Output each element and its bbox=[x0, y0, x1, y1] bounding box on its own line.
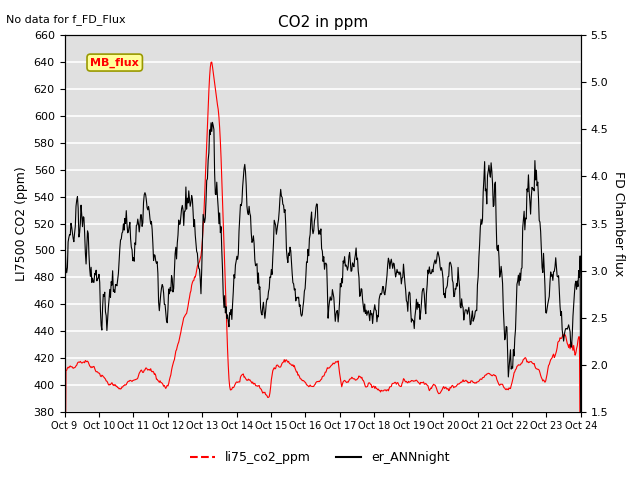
er_ANNnight bbox=[577, 478, 585, 480]
li75_co2_ppm bbox=[401, 378, 409, 384]
li75_co2_ppm bbox=[175, 336, 183, 341]
er_ANNnight bbox=[209, 120, 216, 125]
Legend: li75_co2_ppm, er_ANNnight: li75_co2_ppm, er_ANNnight bbox=[186, 446, 454, 469]
Title: CO2 in ppm: CO2 in ppm bbox=[278, 15, 368, 30]
li75_co2_ppm bbox=[123, 380, 131, 386]
er_ANNnight bbox=[175, 221, 183, 227]
Y-axis label: LI7500 CO2 (ppm): LI7500 CO2 (ppm) bbox=[15, 166, 28, 281]
li75_co2_ppm bbox=[203, 141, 211, 147]
Line: er_ANNnight: er_ANNnight bbox=[65, 122, 581, 480]
li75_co2_ppm bbox=[70, 365, 77, 371]
er_ANNnight bbox=[401, 280, 409, 286]
Text: MB_flux: MB_flux bbox=[90, 58, 139, 68]
Line: li75_co2_ppm: li75_co2_ppm bbox=[65, 62, 581, 480]
er_ANNnight bbox=[203, 178, 211, 183]
er_ANNnight bbox=[386, 266, 394, 272]
er_ANNnight bbox=[61, 472, 68, 478]
Y-axis label: FD Chamber flux: FD Chamber flux bbox=[612, 171, 625, 276]
er_ANNnight bbox=[123, 222, 131, 228]
li75_co2_ppm bbox=[386, 384, 394, 390]
Text: No data for f_FD_Flux: No data for f_FD_Flux bbox=[6, 14, 126, 25]
er_ANNnight bbox=[70, 239, 77, 245]
li75_co2_ppm bbox=[208, 59, 216, 65]
